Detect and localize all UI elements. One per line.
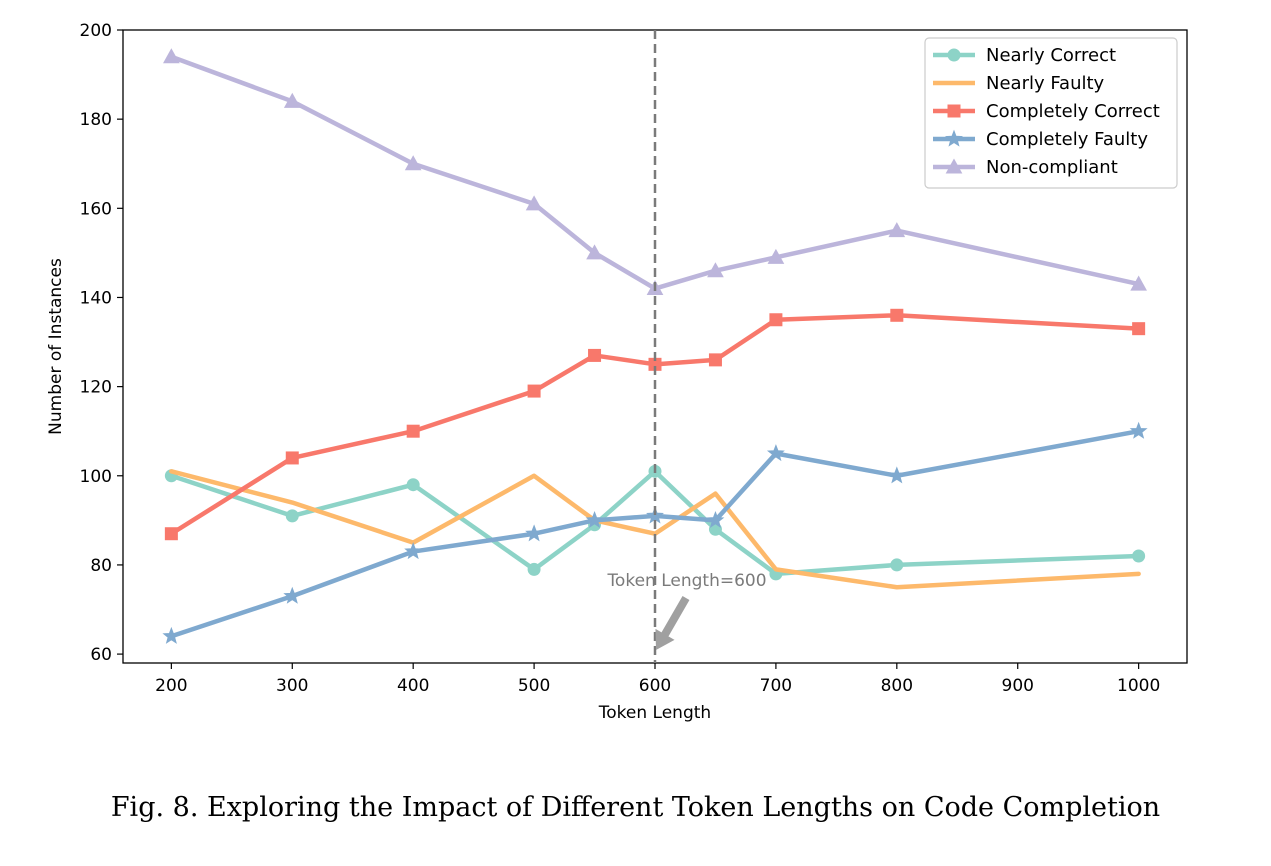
data-point (164, 527, 178, 541)
legend-label: Nearly Correct (986, 45, 1116, 66)
series-line (169, 469, 1141, 590)
y-axis: 60 80 100 120 140 160 180 200 (80, 21, 123, 665)
x-tick-label: 400 (397, 676, 429, 696)
y-axis-label: Number of Instances (46, 258, 66, 435)
annotation-arrow-icon (655, 596, 690, 650)
legend: Nearly Correct Nearly Faulty Completely Co… (924, 37, 1178, 189)
data-point (525, 524, 544, 542)
legend-marker (947, 104, 961, 118)
data-point (1132, 322, 1146, 336)
legend-label: Completely Correct (986, 101, 1160, 122)
y-tick-label: 200 (80, 21, 112, 41)
data-point (646, 506, 664, 524)
data-point (406, 478, 420, 492)
data-point (585, 510, 604, 528)
data-point (283, 586, 302, 604)
data-point (525, 195, 543, 211)
data-point (404, 155, 422, 171)
data-point (162, 626, 181, 644)
series-line (169, 428, 1141, 639)
data-point (283, 92, 301, 108)
data-point (1129, 421, 1148, 439)
y-tick-label: 140 (80, 288, 112, 308)
data-point (527, 384, 541, 398)
legend-marker (945, 158, 963, 174)
data-point (766, 444, 785, 462)
legend-label: Non-compliant (986, 157, 1118, 178)
data-point (285, 451, 299, 465)
x-tick-label: 900 (1002, 676, 1034, 696)
annotation-label: Token Length=600 (606, 571, 766, 591)
legend-entry: Nearly Correct (933, 45, 1116, 66)
data-point (1132, 549, 1146, 563)
line-chart: 200 300 400 500 600 700 800 900 1000 60 80 100 120 1… (46, 21, 1188, 723)
data-point (708, 353, 722, 367)
data-point (887, 466, 906, 484)
data-point (527, 562, 541, 576)
legend-label: Completely Faulty (986, 129, 1148, 150)
series-nearly-faulty (169, 469, 1141, 590)
legend-entry: Completely Faulty (933, 129, 1148, 150)
legend-entry: Completely Correct (933, 101, 1160, 122)
x-tick-label: 800 (881, 676, 913, 696)
series-line (169, 469, 1141, 577)
data-point (404, 542, 423, 560)
x-axis: 200 300 400 500 600 700 800 900 1000 (155, 663, 1160, 696)
data-point (285, 509, 299, 523)
data-point (890, 308, 904, 322)
series-non-compliant (163, 48, 1147, 296)
y-tick-label: 60 (90, 645, 112, 665)
series-completely-faulty (162, 421, 1148, 644)
legend-marker (945, 129, 963, 147)
y-tick-label: 180 (80, 110, 112, 130)
data-point (769, 313, 783, 327)
x-tick-label: 200 (155, 676, 187, 696)
plot-content (162, 48, 1148, 644)
annotation: Token Length=600 (606, 30, 767, 663)
series-completely-correct (164, 308, 1146, 541)
data-point (890, 558, 904, 572)
series-line (169, 54, 1141, 291)
data-point (707, 262, 724, 278)
data-point (588, 348, 602, 362)
x-tick-label: 700 (760, 676, 792, 696)
x-tick-label: 500 (518, 676, 550, 696)
x-tick-label: 1000 (1117, 676, 1160, 696)
legend-box (924, 37, 1178, 189)
y-tick-label: 160 (80, 199, 112, 219)
y-tick-label: 100 (80, 467, 112, 487)
legend-marker (947, 48, 961, 62)
series-line (169, 313, 1141, 536)
legend-entry: Nearly Faulty (933, 73, 1105, 94)
y-tick-label: 120 (80, 378, 112, 398)
data-point (706, 510, 725, 528)
x-tick-label: 600 (639, 676, 671, 696)
y-tick-label: 80 (90, 556, 112, 576)
data-point (1130, 275, 1147, 291)
x-tick-label: 300 (276, 676, 308, 696)
data-point (406, 424, 420, 438)
legend-entry: Non-compliant (933, 157, 1118, 178)
legend-label: Nearly Faulty (986, 73, 1105, 94)
figure-caption: Fig. 8. Exploring the Impact of Differen… (110, 792, 1161, 823)
x-axis-label: Token Length (598, 703, 711, 723)
data-point (888, 222, 906, 238)
data-point (767, 248, 785, 264)
data-point (163, 48, 180, 64)
data-point (586, 244, 603, 260)
